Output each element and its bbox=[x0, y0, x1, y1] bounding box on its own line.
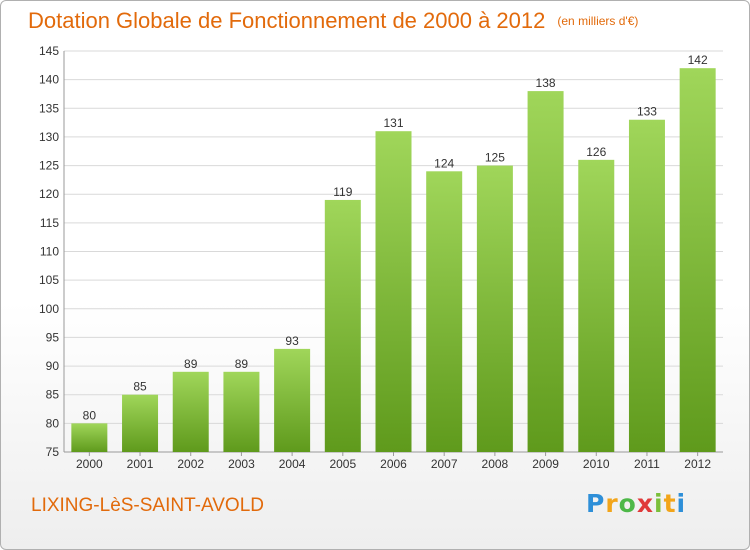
bar bbox=[628, 119, 665, 452]
y-tick-label: 90 bbox=[46, 359, 60, 373]
y-tick-label: 145 bbox=[39, 44, 59, 58]
data-label: 124 bbox=[434, 156, 454, 170]
x-tick-label: 2009 bbox=[532, 457, 559, 471]
x-tick-label: 2003 bbox=[228, 457, 255, 471]
bar bbox=[71, 423, 108, 452]
bar bbox=[375, 131, 412, 452]
proxiti-logo: Proxiti bbox=[586, 489, 686, 518]
x-tick-label: 2012 bbox=[684, 457, 711, 471]
logo-letter: P bbox=[586, 489, 606, 518]
y-tick-label: 115 bbox=[40, 216, 59, 230]
data-label: 80 bbox=[83, 408, 97, 422]
chart-title-unit: (en milliers d'€) bbox=[557, 14, 639, 28]
y-tick-label: 95 bbox=[46, 330, 60, 344]
data-label: 131 bbox=[383, 116, 403, 130]
y-tick-label: 130 bbox=[39, 130, 59, 144]
y-tick-label: 75 bbox=[46, 445, 60, 459]
y-tick-label: 100 bbox=[39, 302, 59, 316]
bar bbox=[172, 371, 209, 452]
x-tick-label: 2006 bbox=[380, 457, 407, 471]
data-label: 142 bbox=[688, 53, 708, 67]
data-label: 89 bbox=[184, 357, 198, 371]
bar bbox=[679, 68, 716, 452]
bar bbox=[122, 394, 159, 452]
data-label: 126 bbox=[586, 145, 606, 159]
x-tick-label: 2011 bbox=[634, 457, 660, 471]
x-tick-label: 2008 bbox=[482, 457, 509, 471]
chart-title-main: Dotation Globale de Fonctionnement de 20… bbox=[28, 8, 546, 33]
bar bbox=[223, 371, 260, 452]
y-tick-label: 125 bbox=[39, 159, 59, 173]
x-tick-label: 2004 bbox=[279, 457, 306, 471]
data-label: 133 bbox=[637, 105, 657, 119]
y-tick-label: 140 bbox=[39, 73, 59, 87]
y-tick-label: 80 bbox=[46, 416, 60, 430]
bar bbox=[274, 348, 311, 452]
y-tick-label: 85 bbox=[46, 388, 60, 402]
data-label: 93 bbox=[285, 334, 299, 348]
bar bbox=[324, 199, 361, 452]
logo-letter: o bbox=[618, 489, 637, 518]
bar bbox=[578, 159, 615, 453]
bar bbox=[527, 91, 564, 452]
data-label: 125 bbox=[485, 151, 505, 165]
bar bbox=[476, 165, 513, 453]
data-label: 89 bbox=[235, 357, 249, 371]
logo-letter: t bbox=[663, 489, 677, 518]
chart-title: Dotation Globale de Fonctionnement de 20… bbox=[28, 8, 638, 34]
y-tick-label: 105 bbox=[39, 273, 59, 287]
x-tick-label: 2010 bbox=[583, 457, 610, 471]
x-tick-label: 2005 bbox=[329, 457, 356, 471]
bar bbox=[426, 171, 463, 453]
data-label: 138 bbox=[536, 76, 556, 90]
x-tick-label: 2000 bbox=[76, 457, 103, 471]
commune-name: LIXING-LèS-SAINT-AVOLD bbox=[31, 495, 264, 516]
y-tick-label: 120 bbox=[39, 187, 59, 201]
logo-letter: i bbox=[676, 489, 687, 518]
y-tick-label: 135 bbox=[39, 101, 59, 115]
data-label: 119 bbox=[333, 185, 352, 199]
data-label: 85 bbox=[133, 380, 147, 394]
x-tick-label: 2001 bbox=[127, 457, 154, 471]
x-tick-label: 2002 bbox=[177, 457, 204, 471]
logo-letter: r bbox=[605, 489, 619, 518]
y-tick-label: 110 bbox=[40, 245, 59, 259]
logo-letter: x bbox=[636, 489, 654, 518]
logo-letter: i bbox=[654, 489, 664, 518]
x-tick-label: 2007 bbox=[431, 457, 458, 471]
